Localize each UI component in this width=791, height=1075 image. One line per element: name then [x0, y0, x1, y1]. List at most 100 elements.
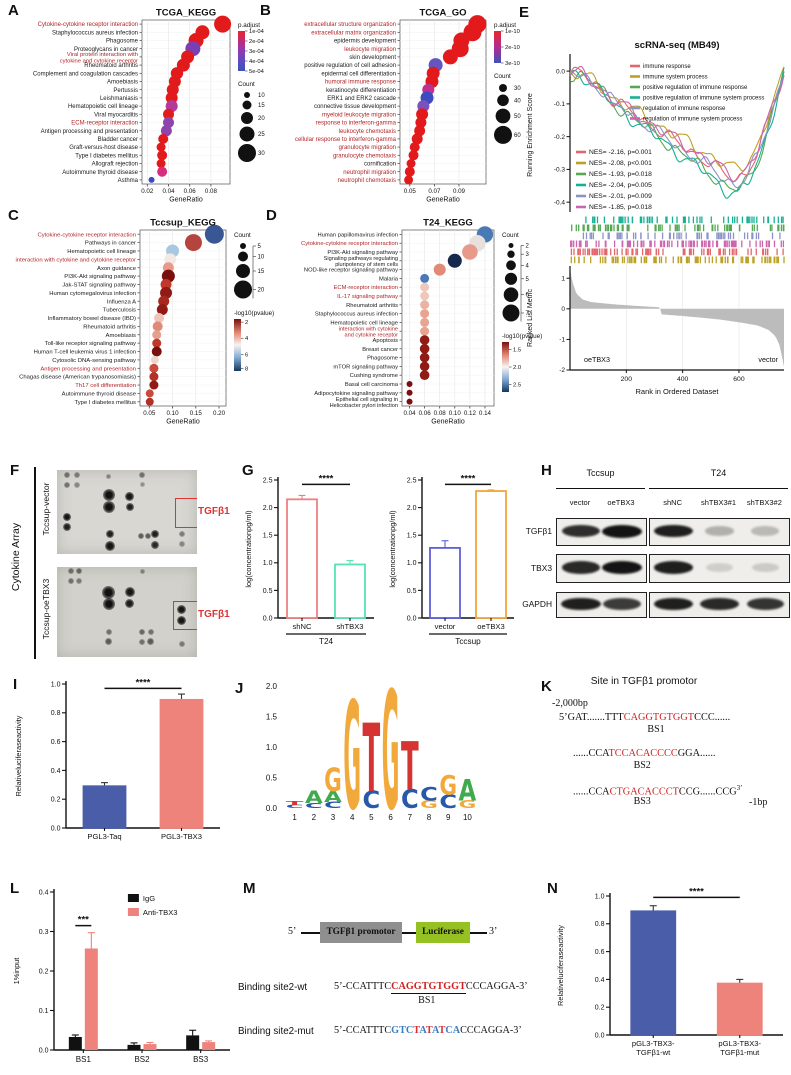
binding-site-mut-label: Binding site2-mut — [238, 1026, 314, 1037]
count-label: 30 — [514, 86, 521, 92]
x-axis-title: GeneRatio — [431, 419, 465, 426]
x-tick-label: 0.09 — [453, 188, 466, 195]
dot — [419, 344, 430, 354]
term-label: NOD-like receptor signaling pathway — [304, 268, 398, 274]
term-label: Signaling pathways regulating — [324, 256, 398, 262]
sig-stars: **** — [136, 677, 151, 688]
x-tick-label: 9 — [446, 813, 451, 822]
term-label: Phagosome — [106, 39, 139, 45]
array-dot — [139, 628, 146, 635]
gradient-label: 4e-04 — [249, 59, 265, 65]
legend-swatch — [127, 908, 139, 916]
panel-e-label: E — [519, 4, 530, 21]
x-tick-label: 400 — [677, 376, 689, 383]
category-label: BS1 — [76, 1055, 92, 1064]
term-label: Allograft rejection — [92, 162, 138, 168]
legend-label: immune response — [643, 64, 691, 70]
panel-m-construct: 5’ TGFβ1 promotor Luciferase 3’ Binding site… — [238, 884, 558, 1074]
protein-band — [700, 597, 739, 611]
x-tick-label: 0.04 — [404, 410, 417, 417]
y-tick-label: 0.8 — [51, 710, 61, 717]
dot — [150, 355, 159, 364]
logo-letter-A: A — [305, 787, 323, 807]
logo-letter-T: T — [286, 801, 306, 807]
dot — [156, 304, 168, 316]
lane-label: shTBX3#2 — [746, 498, 782, 507]
term-label: Antigen processing and presentation — [41, 129, 138, 135]
logo-letter-C: C — [305, 802, 323, 810]
term-label: Amoebiasis — [106, 333, 137, 339]
term-label: Hematopoietic cell lineage — [68, 104, 139, 110]
bs-label-line: 5’GAT.......TTTCAGGTGTGGTBS1 — [559, 724, 690, 736]
dot — [152, 321, 163, 332]
es-y-axis-title: Running Enrichment Score — [527, 93, 534, 177]
term-label: Epithelial cell signaling in — [336, 397, 398, 403]
blot-row-box — [556, 554, 647, 583]
seq-suffix: GGA...... — [677, 748, 716, 759]
array-dot — [125, 502, 134, 511]
term-label: Malaria — [379, 276, 399, 282]
array-dot — [76, 567, 83, 574]
cell-line-header: Tccsup — [586, 468, 615, 478]
dot — [409, 142, 420, 153]
count-label: 5 — [258, 244, 262, 250]
term-label: connective tissue development — [314, 104, 396, 110]
array-dot — [147, 628, 154, 635]
bar — [143, 1044, 157, 1050]
cytokine-array-side-label: Cytokine Array — [10, 522, 22, 592]
term-label: skin development — [349, 55, 396, 61]
y-tick-label: 1.0 — [595, 893, 605, 900]
protein-row-label: GAPDH — [522, 599, 552, 609]
bar-label: PGL3-Taq — [87, 832, 121, 841]
dot — [156, 159, 166, 168]
count-label: 40 — [514, 98, 521, 104]
panel-i-barchart: 0.0 0.2 0.4 0.6 0.8 1.0 Relativeluciferaseacti… — [14, 677, 220, 841]
y-tick-label: 0.4 — [595, 977, 605, 984]
array-dot — [177, 615, 187, 625]
dot — [420, 291, 430, 301]
x-tick-label: 0.07 — [428, 188, 441, 195]
x-tick-label: 0.08 — [205, 188, 218, 195]
dot — [419, 352, 430, 363]
panel-e-gsea: scRNA-seq (MB49) 0.0 -0.1 -0.2 -0.3 -0.4 Runni… — [527, 40, 785, 396]
nes-label: NES= -2.08, p<0.001 — [589, 160, 652, 167]
count-label: 15 — [258, 103, 265, 109]
term-label: Type I diabetes mellitus — [75, 153, 138, 159]
dot — [214, 15, 232, 33]
term-label: pluripotency of stem cells — [335, 262, 398, 268]
x-axis-title: Rank in Ordered Dataset — [636, 387, 720, 396]
binding-site-name: BS1 — [418, 995, 436, 1006]
count-label: 60 — [514, 133, 521, 139]
term-label: extracellular matrix organization — [311, 30, 396, 36]
condition-left-label: oeTBX3 — [584, 355, 610, 364]
term-label: Tuberculosis — [103, 308, 136, 314]
array-dot — [105, 540, 116, 551]
gradient-label: 2e-10 — [505, 45, 520, 51]
nes-label: NES= -2.01, p=0.009 — [589, 193, 652, 200]
dot — [447, 253, 462, 268]
y-tick-label: 0.0 — [266, 804, 278, 813]
legend-label: regulation of immune system process — [643, 117, 742, 123]
seq-prefix: ......CCA — [573, 786, 610, 798]
logo-letter-T: T — [363, 704, 381, 813]
y-tick-label: 1 — [561, 275, 565, 282]
dot — [157, 150, 168, 161]
protein-band — [752, 563, 779, 572]
bar-label: shNC — [293, 622, 313, 631]
count-label: 25 — [258, 132, 265, 138]
connector-line — [402, 932, 416, 934]
y-tick-label: 1.0 — [263, 560, 273, 567]
legend-title: Count — [502, 232, 519, 239]
term-label: Apoptosis — [373, 338, 399, 344]
legend-label: positive regulation of immune system pro… — [643, 96, 764, 102]
x-tick-label: 1 — [292, 813, 297, 822]
y-axis-title: Relativeluciferaseactivity — [556, 925, 565, 1006]
tgfb1-highlight-box — [175, 497, 197, 529]
x-tick-label: 0.14 — [479, 410, 492, 417]
term-label: Type I diabetes mellitus — [74, 400, 136, 406]
chart-title: T24_KEGG — [423, 218, 473, 229]
term-label: Complement and coagulation cascades — [33, 71, 138, 77]
array-dot — [73, 482, 80, 489]
x-tick-label: 0.02 — [141, 188, 154, 195]
panel-a-dotplot: Cytokine-cytokine receptor interaction St… — [33, 8, 265, 204]
